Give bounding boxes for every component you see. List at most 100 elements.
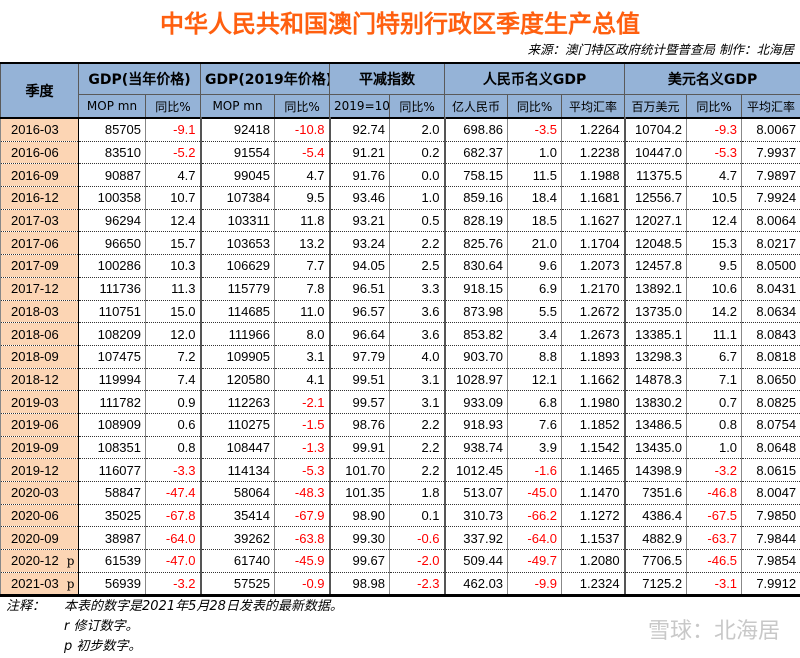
value-cell: 11.8 [274, 209, 331, 233]
quarter-label: 2020-09 [11, 530, 59, 546]
value-cell: 96650 [78, 231, 146, 256]
value-cell: 462.03 [443, 572, 509, 597]
value-cell: 99045 [199, 163, 276, 188]
quarter-cell: 2020-12 p [0, 549, 79, 573]
table-row: 2021-03 p 56939 -3.2 57525 -0.9 98.98 -2.3 462.0… [0, 572, 800, 597]
value-cell: 58847 [78, 481, 146, 505]
value-cell: 1.1465 [561, 458, 626, 482]
value-cell: 10.3 [144, 254, 202, 278]
quarter-cell: 2019-06 [0, 413, 79, 437]
quarter-cell: 2018-09 [0, 345, 79, 369]
value-cell: 828.19 [443, 209, 509, 233]
subheader-cell: 平均汇率 [561, 94, 626, 119]
value-cell: -48.3 [274, 481, 331, 505]
value-cell: 1.2324 [561, 572, 626, 597]
value-cell: 1.2073 [561, 254, 626, 278]
value-cell: 2.0 [389, 118, 446, 142]
value-cell: 98.76 [328, 413, 391, 437]
quarter-label: 2020-12 [11, 553, 59, 569]
quarter-label: 2018-03 [11, 303, 59, 319]
header-group-gdp-2019: GDP(2019年价格) [200, 62, 331, 95]
value-cell: 99.57 [328, 390, 391, 414]
value-cell: 0.9 [144, 390, 202, 414]
value-cell: 21.0 [507, 231, 563, 256]
value-cell: -67.5 [686, 504, 743, 528]
quarter-label: 2017-06 [11, 235, 59, 251]
quarter-cell: 2017-06 [0, 231, 79, 256]
value-cell: 2.2 [389, 413, 446, 437]
table-row: 2019-06 108909 0.6 110275 -1.5 98.76 2.2 918.93… [0, 413, 800, 437]
value-cell: -46.8 [686, 481, 743, 505]
value-cell: 2.5 [389, 254, 446, 278]
quarter-label: 2017-12 [11, 281, 59, 297]
value-cell: -3.5 [507, 118, 563, 142]
quarter-label: 2016-03 [11, 122, 59, 138]
value-cell: -47.4 [144, 481, 202, 505]
value-cell: 0.6 [144, 413, 202, 437]
value-cell: 99.30 [328, 526, 391, 551]
value-cell: -63.7 [686, 526, 743, 551]
value-cell: 93.24 [328, 231, 391, 256]
value-cell: -5.2 [144, 141, 202, 165]
value-cell: 4386.4 [623, 504, 688, 528]
note-line: p 初步数字。 [64, 639, 142, 654]
notes: 注释： 本表的数字是2021年5月28日发表的最新数据。 r 修订数字。 p 初… [6, 597, 343, 657]
value-cell: 108209 [78, 322, 146, 346]
value-cell: 8.0067 [741, 118, 800, 142]
quarter-label: 2016-12 [11, 190, 59, 206]
value-cell: 11.5 [507, 163, 563, 188]
value-cell: 11.1 [686, 322, 743, 346]
value-cell: 3.1 [389, 390, 446, 414]
value-cell: 96294 [78, 209, 146, 233]
quarter-cell: 2018-06 [0, 322, 79, 346]
value-cell: -45.9 [274, 549, 331, 573]
value-cell: 10.5 [686, 186, 743, 210]
subheader-cell: 百万美元 [624, 94, 688, 119]
table-row: 2020-12 p 61539 -47.0 61740 -45.9 99.67 -2.0 509… [0, 549, 800, 573]
quarter-cell: 2017-09 [0, 254, 79, 278]
value-cell: -67.9 [274, 504, 331, 528]
value-cell: 5.5 [507, 300, 563, 324]
value-cell: 7.8 [274, 277, 331, 301]
value-cell: 39262 [199, 526, 276, 551]
value-cell: 337.92 [443, 526, 509, 551]
value-cell: 3.9 [507, 436, 563, 460]
value-cell: 918.15 [443, 277, 509, 301]
value-cell: -66.2 [507, 504, 563, 528]
value-cell: 99.67 [328, 549, 391, 573]
value-cell: -1.3 [274, 436, 331, 460]
value-cell: 3.4 [507, 322, 563, 346]
value-cell: 853.82 [443, 322, 509, 346]
header-group-gdp-current: GDP(当年价格) [77, 62, 202, 95]
value-cell: -49.7 [507, 549, 563, 573]
source-credit: 来源：澳门特区政府统计暨普查局 制作：北海居 [527, 42, 794, 57]
watermark: 雪球：北海居 [647, 619, 780, 644]
value-cell: 4.1 [274, 368, 331, 392]
value-cell: 1.0 [686, 436, 743, 460]
value-cell: 92.74 [328, 118, 391, 142]
value-cell: 8.0825 [741, 390, 800, 414]
value-cell: 1.1662 [561, 368, 626, 392]
value-cell: 0.1 [389, 504, 446, 528]
value-cell: 12457.8 [623, 254, 688, 278]
value-cell: 3.6 [389, 300, 446, 324]
value-cell: 11.0 [274, 300, 331, 324]
quarter-label: 2017-09 [11, 258, 59, 274]
value-cell: 4882.9 [623, 526, 688, 551]
value-cell: 96.57 [328, 300, 391, 324]
value-cell: 933.09 [443, 390, 509, 414]
value-cell: 13892.1 [623, 277, 688, 301]
subheader-cell: 同比% [507, 94, 563, 119]
value-cell: 1.1272 [561, 504, 626, 528]
value-cell: 7.1 [686, 368, 743, 392]
value-cell: 513.07 [443, 481, 509, 505]
value-cell: 7.9850 [741, 504, 800, 528]
quarter-cell: 2017-12 [0, 277, 79, 301]
value-cell: 698.86 [443, 118, 509, 142]
value-cell: 0.8 [686, 413, 743, 437]
value-cell: 8.0047 [741, 481, 800, 505]
quarter-label: 2018-06 [11, 326, 59, 342]
quarter-cell: 2021-03 p [0, 572, 79, 597]
quarter-cell: 2016-03 [0, 118, 79, 142]
value-cell: 58064 [199, 481, 276, 505]
